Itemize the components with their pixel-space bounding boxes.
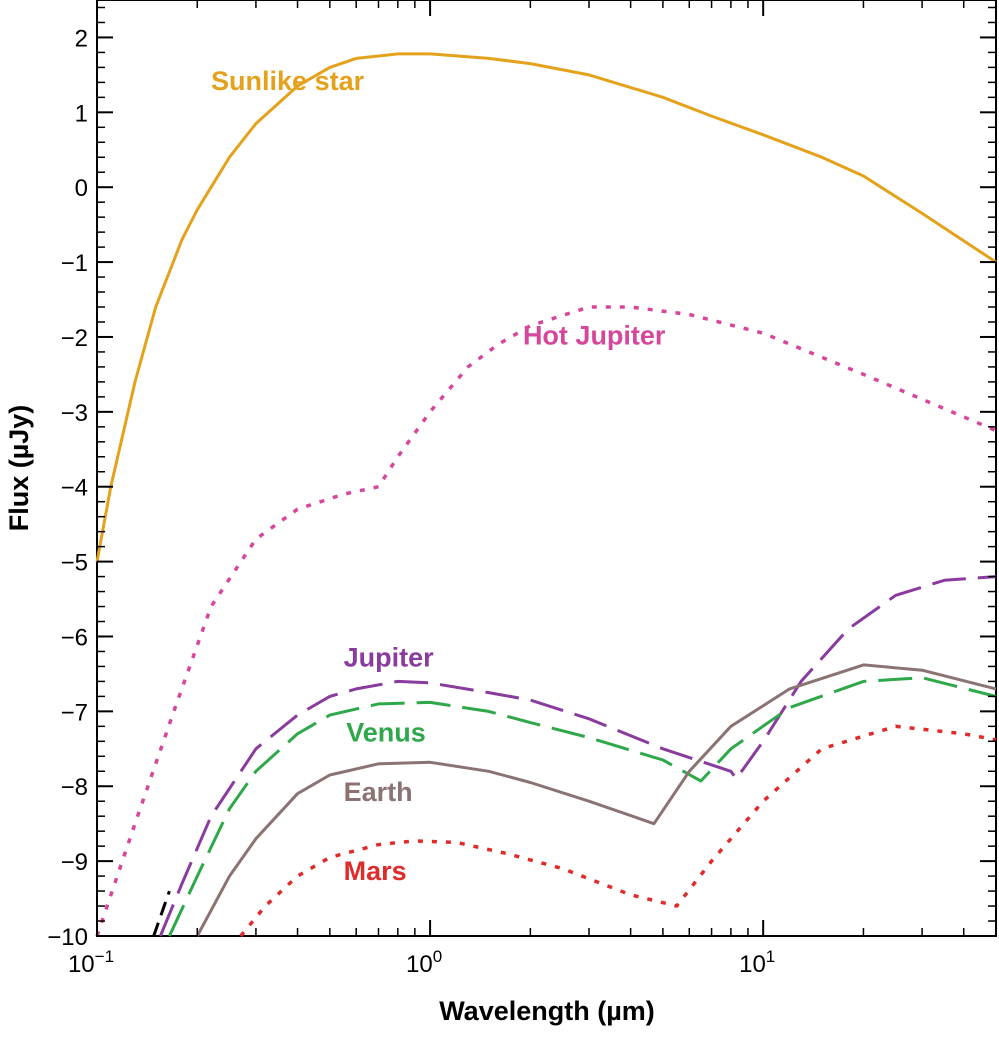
x-tick-label: 10−1 [68,947,114,978]
plot-frame [96,0,997,937]
series-label-jupiter: Jupiter [344,642,435,672]
series-line-earth [195,663,997,937]
x-tick-label: 101 [739,947,775,978]
y-tick-label: −2 [61,325,88,352]
y-axis-title: Flux (µJy) [4,405,34,532]
y-tick-label: −5 [61,550,88,577]
series-label-hot-jupiter: Hot Jupiter [523,320,666,350]
y-tick-label: 0 [75,175,88,202]
series-label-venus: Venus [346,717,426,747]
series-line-mars [239,724,997,938]
x-tick-label: 100 [406,947,442,978]
y-tick-label: −8 [61,774,88,801]
y-tick-label: −9 [61,849,88,876]
y-tick-label: 1 [75,100,88,127]
y-tick-label: −10 [47,924,88,951]
x-axis-title: Wavelength (µm) [439,996,655,1026]
series-label-earth: Earth [344,777,413,807]
y-tick-label: −4 [61,475,88,502]
series-line-extra [152,890,171,937]
series-line-jupiter [159,575,997,937]
y-tick-label: −6 [61,624,88,651]
y-tick-label: −1 [61,250,88,277]
y-tick-label: −3 [61,400,88,427]
series-label-sunlike-star: Sunlike star [211,66,365,96]
series-line-sunlike-star [95,52,997,562]
y-tick-label: 2 [75,25,88,52]
series-line-venus [168,676,997,937]
series-label-mars: Mars [344,856,407,886]
series-layer: Sunlike star Hot Jupiter Jupiter Venus Earth… [95,52,997,938]
y-tick-label: −7 [61,699,88,726]
